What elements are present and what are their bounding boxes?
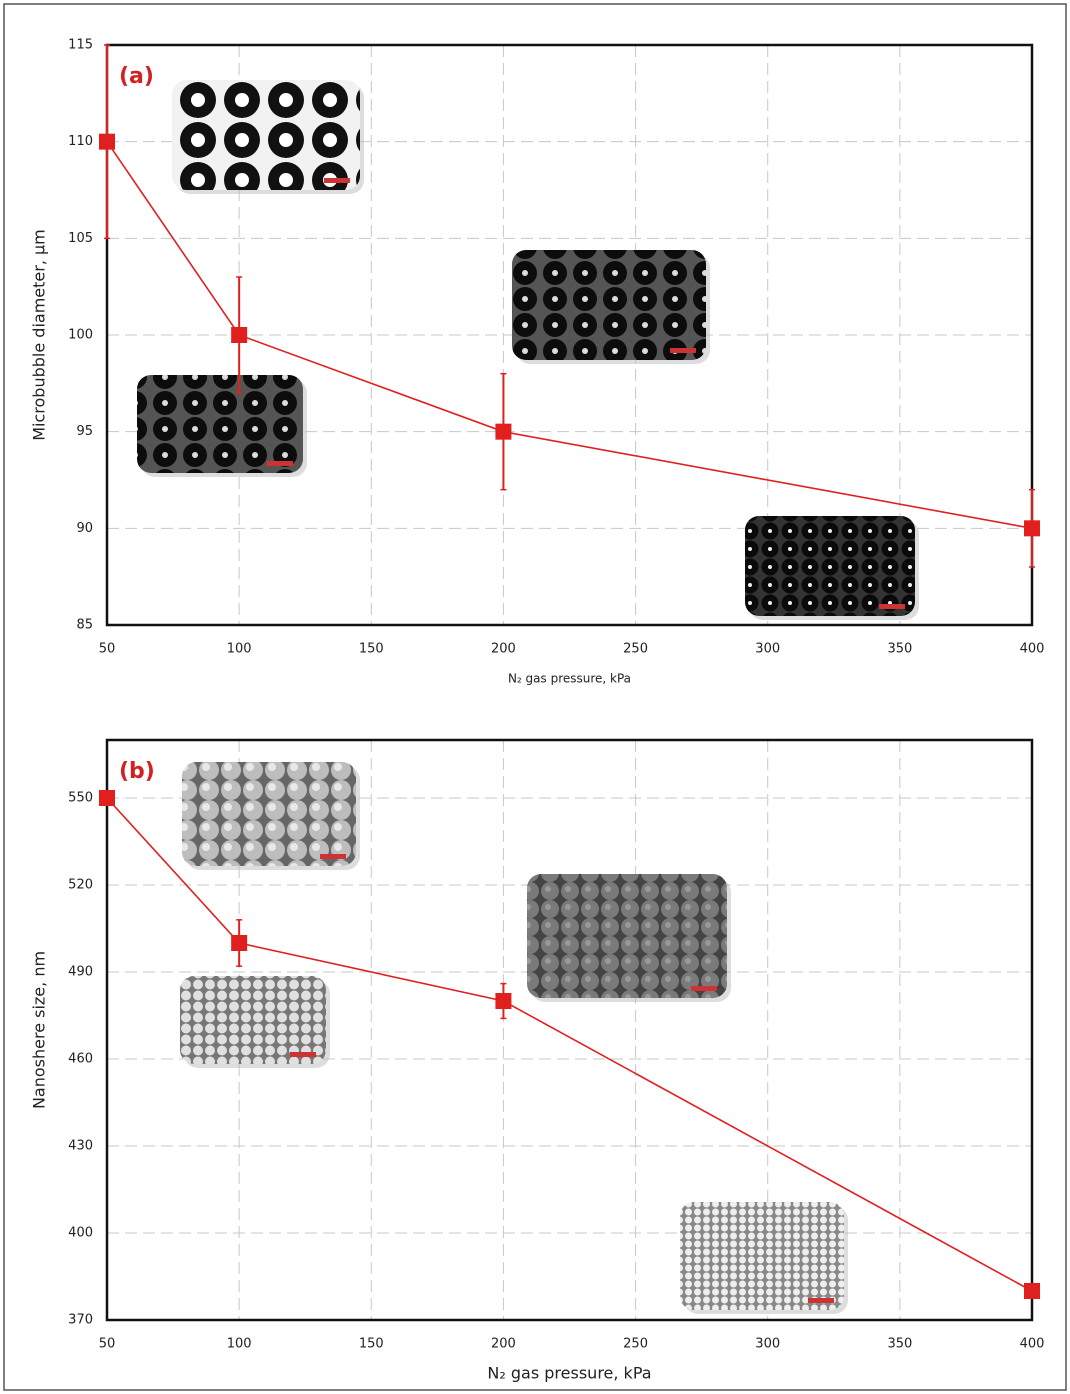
point — [231, 327, 247, 343]
micrograph-inset — [180, 976, 326, 1064]
x-tick-label: 50 — [99, 1337, 116, 1352]
point — [99, 790, 115, 806]
micrograph-inset — [680, 1202, 844, 1310]
panel-label: (b) — [119, 759, 155, 784]
x-tick-label: 50 — [99, 642, 116, 657]
scale-bar — [324, 178, 350, 183]
x-tick-label: 150 — [359, 1337, 384, 1352]
x-tick-label: 400 — [1020, 1337, 1045, 1352]
y-tick-label: 100 — [68, 328, 93, 343]
micrograph-inset — [137, 375, 303, 473]
scale-bar — [808, 1298, 834, 1303]
x-tick-label: 350 — [887, 642, 912, 657]
point — [231, 935, 247, 951]
x-tick-label: 150 — [359, 642, 384, 657]
x-tick-label: 250 — [623, 642, 648, 657]
x-tick-label: 250 — [623, 1337, 648, 1352]
scale-bar — [290, 1052, 316, 1057]
y-tick-label: 90 — [76, 521, 93, 536]
x-tick-label: 300 — [755, 1337, 780, 1352]
x-axis-label: N₂ gas pressure, kPa — [487, 1364, 651, 1383]
x-tick-label: 100 — [227, 642, 252, 657]
scale-bar — [670, 348, 696, 353]
point — [495, 424, 511, 440]
micrograph-inset — [527, 874, 727, 998]
micrograph-inset — [182, 762, 356, 866]
scale-bar — [267, 461, 293, 466]
x-tick-label: 350 — [887, 1337, 912, 1352]
point — [495, 993, 511, 1009]
scale-bar — [320, 854, 346, 859]
y-tick-label: 400 — [68, 1226, 93, 1241]
y-tick-label: 110 — [68, 134, 93, 149]
y-tick-label: 460 — [68, 1052, 93, 1067]
micrograph-inset — [745, 516, 915, 616]
page: 85 90 95 100 105 110 115 50 100 150 200 250 300 350 40… — [0, 0, 1070, 1394]
y-tick-label: 490 — [68, 965, 93, 980]
figure: 85 90 95 100 105 110 115 50 100 150 200 250 300 350 40… — [0, 0, 1070, 1394]
y-axis-label: Nanoshere size, nm — [30, 951, 49, 1109]
scale-bar — [879, 604, 905, 609]
y-tick-label: 115 — [68, 38, 93, 53]
point — [1024, 520, 1040, 536]
x-axis-label: N₂ gas pressure, kPa — [508, 672, 631, 686]
scale-bar — [691, 986, 717, 991]
point — [1024, 1283, 1040, 1299]
x-tick-label: 200 — [491, 1337, 516, 1352]
panel-label: (a) — [119, 64, 154, 89]
x-tick-label: 400 — [1020, 642, 1045, 657]
y-tick-label: 430 — [68, 1139, 93, 1154]
y-tick-label: 550 — [68, 791, 93, 806]
y-axis-label: Microbubble diameter, μm — [30, 229, 49, 441]
micrograph-inset — [172, 80, 360, 190]
point — [99, 134, 115, 150]
y-tick-label: 105 — [68, 231, 93, 246]
micrograph-inset — [512, 250, 706, 360]
frame — [4, 4, 1066, 1390]
y-tick-label: 85 — [76, 618, 93, 633]
x-tick-label: 300 — [755, 642, 780, 657]
y-tick-label: 370 — [68, 1313, 93, 1328]
y-tick-label: 95 — [76, 424, 93, 439]
x-tick-label: 200 — [491, 642, 516, 657]
x-tick-label: 100 — [227, 1337, 252, 1352]
y-tick-label: 520 — [68, 878, 93, 893]
